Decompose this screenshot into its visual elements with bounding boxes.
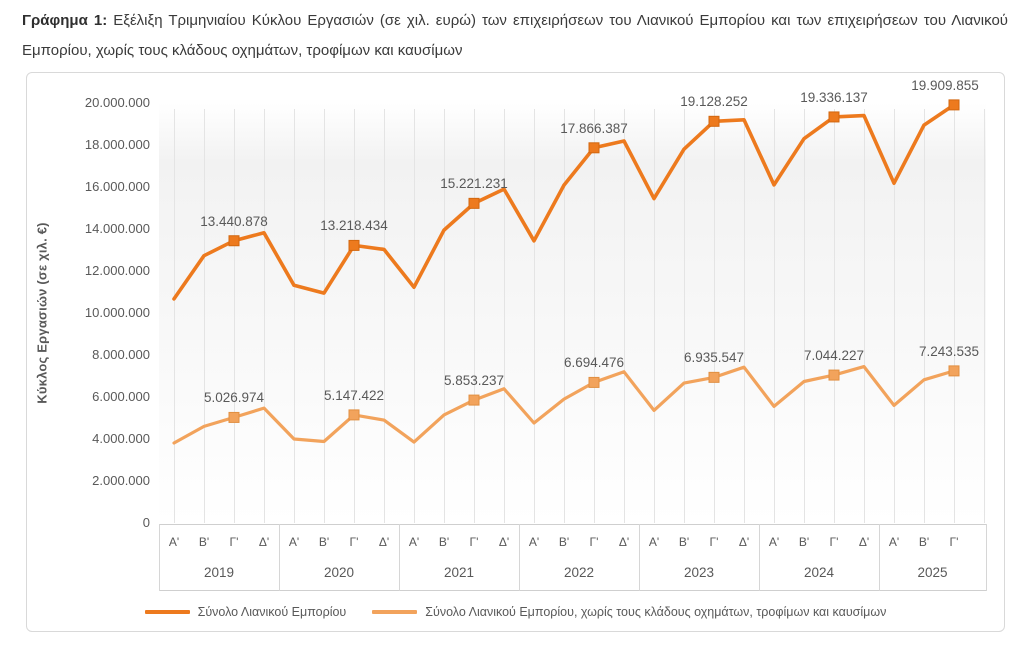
quarter-label: Β' (798, 535, 810, 549)
legend: Σύνολο Λιανικού Εμπορίου Σύνολο Λιανικού… (27, 598, 1004, 626)
year-label: 2023 (683, 565, 715, 580)
quarter-label: Α' (888, 535, 900, 549)
chart-title-text: Εξέλιξη Τριμηνιαίου Κύκλου Εργασιών (σε … (22, 12, 1008, 59)
quarter-label: Δ' (498, 535, 510, 549)
quarter-label: Β' (198, 535, 210, 549)
year-label: 2019 (203, 565, 235, 580)
chart-title: Γράφημα 1: Εξέλιξη Τριμηνιαίου Κύκλου Ερ… (22, 6, 1008, 66)
quarter-label: Α' (528, 535, 540, 549)
year-label: 2020 (323, 565, 355, 580)
data-label: 6.694.476 (563, 355, 625, 371)
axis-table-separator (399, 524, 400, 591)
data-label: 5.147.422 (323, 387, 385, 403)
quarter-label: Γ' (589, 535, 599, 549)
legend-label-excl: Σύνολο Λιανικού Εμπορίου, χωρίς τους κλά… (425, 605, 887, 619)
data-label: 13.218.434 (320, 218, 388, 234)
quarter-label: Α' (408, 535, 420, 549)
data-label: 5.853.237 (443, 373, 505, 389)
axis-table-border (159, 590, 986, 591)
legend-item-total: Σύνολο Λιανικού Εμπορίου (144, 605, 347, 619)
quarter-label: Γ' (349, 535, 359, 549)
data-label: 6.935.547 (683, 350, 745, 366)
quarter-label: Γ' (829, 535, 839, 549)
year-label: 2025 (917, 565, 948, 580)
axis-table-separator (639, 524, 640, 591)
quarter-label: Β' (438, 535, 450, 549)
quarter-label: Β' (918, 535, 930, 549)
axis-table-separator (279, 524, 280, 591)
y-tick-label: 6.000.000 (92, 389, 150, 404)
axis-table-border (159, 524, 986, 525)
axis-table-separator (879, 524, 880, 591)
data-label: 19.128.252 (680, 94, 748, 110)
quarter-label: Δ' (738, 535, 750, 549)
y-tick-label: 18.000.000 (84, 137, 150, 152)
y-tick-label: 8.000.000 (92, 347, 150, 362)
legend-item-excl: Σύνολο Λιανικού Εμπορίου, χωρίς τους κλά… (372, 605, 886, 619)
legend-label-total: Σύνολο Λιανικού Εμπορίου (197, 605, 347, 619)
year-label: 2022 (563, 565, 595, 580)
y-tick-label: 2.000.000 (92, 473, 150, 488)
quarter-label: Γ' (469, 535, 479, 549)
data-label: 13.440.878 (200, 213, 268, 229)
quarter-label: Α' (648, 535, 660, 549)
quarter-label: Δ' (378, 535, 390, 549)
legend-line-swatch-excl (372, 610, 418, 614)
quarter-label: Γ' (949, 535, 959, 549)
chart-title-prefix: Γράφημα 1: (22, 12, 108, 29)
quarter-label: Γ' (229, 535, 239, 549)
y-tick-label: 20.000.000 (84, 95, 150, 110)
data-label: 17.866.387 (560, 120, 628, 136)
axis-table-separator (759, 524, 760, 591)
quarter-label: Δ' (258, 535, 270, 549)
data-label: 5.026.974 (203, 390, 265, 406)
year-label: 2021 (443, 565, 475, 580)
quarter-label: Β' (318, 535, 330, 549)
year-label: 2024 (803, 565, 835, 580)
y-tick-label: 4.000.000 (92, 431, 150, 446)
legend-line-swatch-total (144, 610, 190, 614)
axis-table-separator (986, 524, 987, 591)
axis-table-separator (159, 524, 160, 591)
data-label: 19.909.855 (911, 77, 979, 93)
quarter-label: Α' (288, 535, 300, 549)
y-tick-label: 0 (142, 515, 150, 530)
quarter-label: Β' (558, 535, 570, 549)
y-tick-label: 12.000.000 (84, 263, 150, 278)
y-tick-label: 14.000.000 (84, 221, 150, 236)
quarter-label: Δ' (858, 535, 870, 549)
y-tick-label: 10.000.000 (84, 305, 150, 320)
quarter-label: Β' (678, 535, 690, 549)
axis-table-separator (519, 524, 520, 591)
quarter-label: Α' (768, 535, 780, 549)
data-label: 7.243.535 (918, 343, 980, 359)
data-label: 19.336.137 (800, 89, 868, 105)
quarter-label: Γ' (709, 535, 719, 549)
data-label: 7.044.227 (803, 348, 865, 364)
y-tick-label: 16.000.000 (84, 179, 150, 194)
y-axis-title: Κύκλος Εργασιών (σε χιλ. €) (34, 222, 50, 404)
data-label: 15.221.231 (440, 176, 508, 192)
quarter-label: Α' (168, 535, 180, 549)
quarter-label: Δ' (618, 535, 630, 549)
